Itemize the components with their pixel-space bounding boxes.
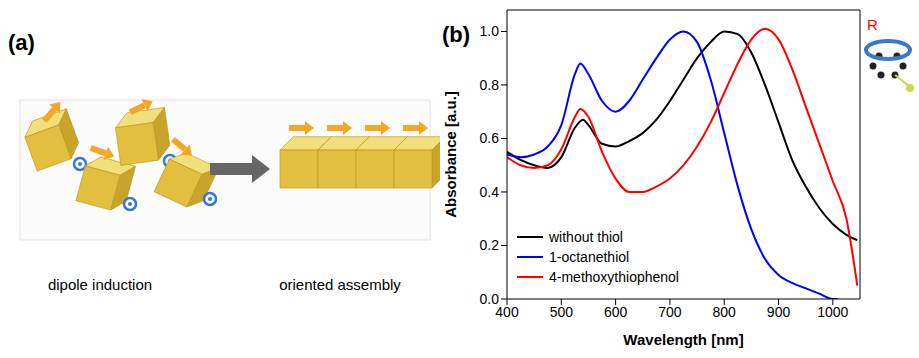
svg-text:0.6: 0.6 — [480, 130, 500, 146]
svg-text:600: 600 — [604, 304, 628, 320]
html-text:without thiol: without thiol — [549, 229, 623, 245]
svg-text:0.0: 0.0 — [480, 291, 500, 307]
svg-text:Wavelength [nm]: Wavelength [nm] — [623, 331, 743, 348]
svg-text:oriented assembly: oriented assembly — [279, 276, 401, 293]
svg-text:0.8: 0.8 — [480, 77, 500, 93]
svg-text:900: 900 — [767, 304, 791, 320]
svg-text:dipole induction: dipole induction — [48, 276, 152, 293]
svg-text:0.4: 0.4 — [480, 184, 500, 200]
html-text:4-methoxythiophenol: 4-methoxythiophenol — [549, 269, 679, 285]
html-text:(b): (b) — [442, 22, 471, 47]
svg-text:800: 800 — [713, 304, 737, 320]
svg-text:400: 400 — [495, 303, 519, 320]
svg-text:500: 500 — [550, 304, 574, 320]
html-text:1-octanethiol: 1-octanethiol — [549, 249, 630, 265]
svg-text:0.2: 0.2 — [480, 237, 500, 253]
svg-text:1000: 1000 — [817, 304, 848, 320]
svg-text:700: 700 — [658, 304, 682, 320]
svg-text:R: R — [867, 16, 878, 33]
svg-text:(a): (a) — [8, 30, 35, 55]
svg-text:Absorbance [a.u.]: Absorbance [a.u.] — [442, 91, 459, 218]
svg-text:1.0: 1.0 — [480, 23, 500, 39]
